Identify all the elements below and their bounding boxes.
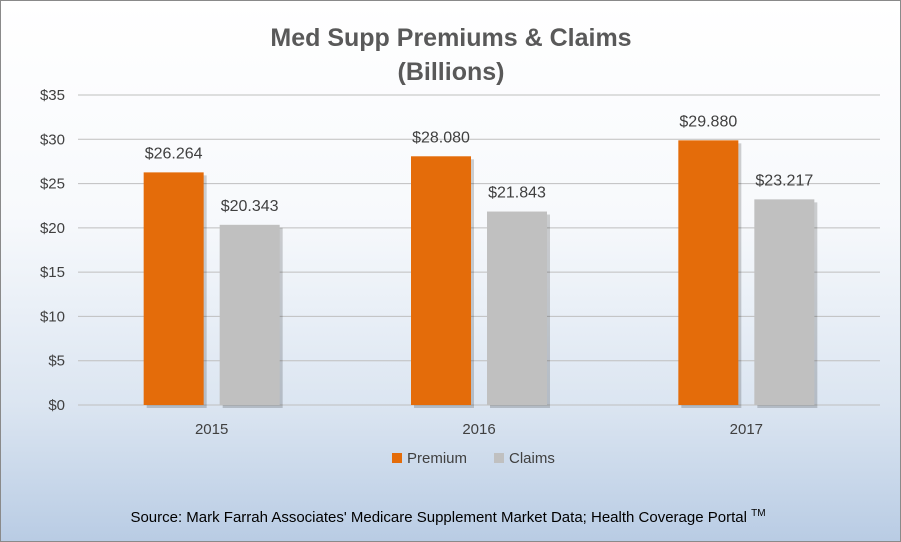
data-label-claims-2015: $20.343 bbox=[221, 198, 279, 215]
legend-label-claims: Claims bbox=[509, 450, 555, 467]
x-tick-label: 2016 bbox=[462, 421, 495, 438]
data-label-premium-2016: $28.080 bbox=[412, 129, 470, 146]
y-tick-label: $25 bbox=[40, 176, 65, 193]
legend: Premium Claims bbox=[392, 450, 555, 467]
gridlines bbox=[78, 94, 880, 406]
bar-premium-2017 bbox=[678, 140, 739, 405]
bar-premium-2016 bbox=[411, 156, 471, 405]
data-label-claims-2016: $21.843 bbox=[488, 185, 546, 202]
y-tick-label: $30 bbox=[40, 131, 65, 148]
y-tick-label: $10 bbox=[40, 308, 65, 325]
legend-swatch-premium bbox=[392, 453, 402, 463]
chart-title: Med Supp Premiums & Claims bbox=[270, 24, 631, 52]
bar-premium-2015 bbox=[143, 172, 204, 405]
legend-swatch-claims bbox=[494, 453, 504, 463]
x-tick-label: 2015 bbox=[195, 421, 228, 438]
legend-label-premium: Premium bbox=[407, 450, 467, 467]
trademark-superscript: TM bbox=[751, 508, 765, 519]
y-tick-label: $15 bbox=[40, 264, 65, 281]
y-tick-label: $20 bbox=[40, 220, 65, 237]
y-tick-label: $5 bbox=[48, 353, 65, 370]
data-label-premium-2017: $29.880 bbox=[679, 113, 737, 130]
source-text: Source: Mark Farrah Associates' Medicare… bbox=[130, 509, 746, 526]
x-tick-label: 2017 bbox=[730, 421, 763, 438]
bar-claims-2016 bbox=[487, 211, 547, 405]
x-axis-ticks: 2015 2016 2017 bbox=[195, 421, 763, 438]
y-tick-label: $35 bbox=[40, 87, 65, 104]
source-note: Source: Mark Farrah Associates' Medicare… bbox=[130, 508, 765, 526]
y-axis-ticks: $0 $5 $10 $15 $20 $25 $30 $35 bbox=[40, 87, 65, 414]
data-labels: $26.264 $20.343 $28.080 $21.843 $29.880 $23.2… bbox=[145, 113, 814, 214]
bar-claims-2017 bbox=[754, 199, 815, 405]
y-tick-label: $0 bbox=[48, 397, 65, 414]
data-label-premium-2015: $26.264 bbox=[145, 145, 203, 162]
bar-claims-2015 bbox=[219, 224, 280, 405]
bars bbox=[143, 140, 818, 408]
chart-subtitle: (Billions) bbox=[398, 58, 505, 86]
data-label-claims-2017: $23.217 bbox=[755, 172, 813, 189]
